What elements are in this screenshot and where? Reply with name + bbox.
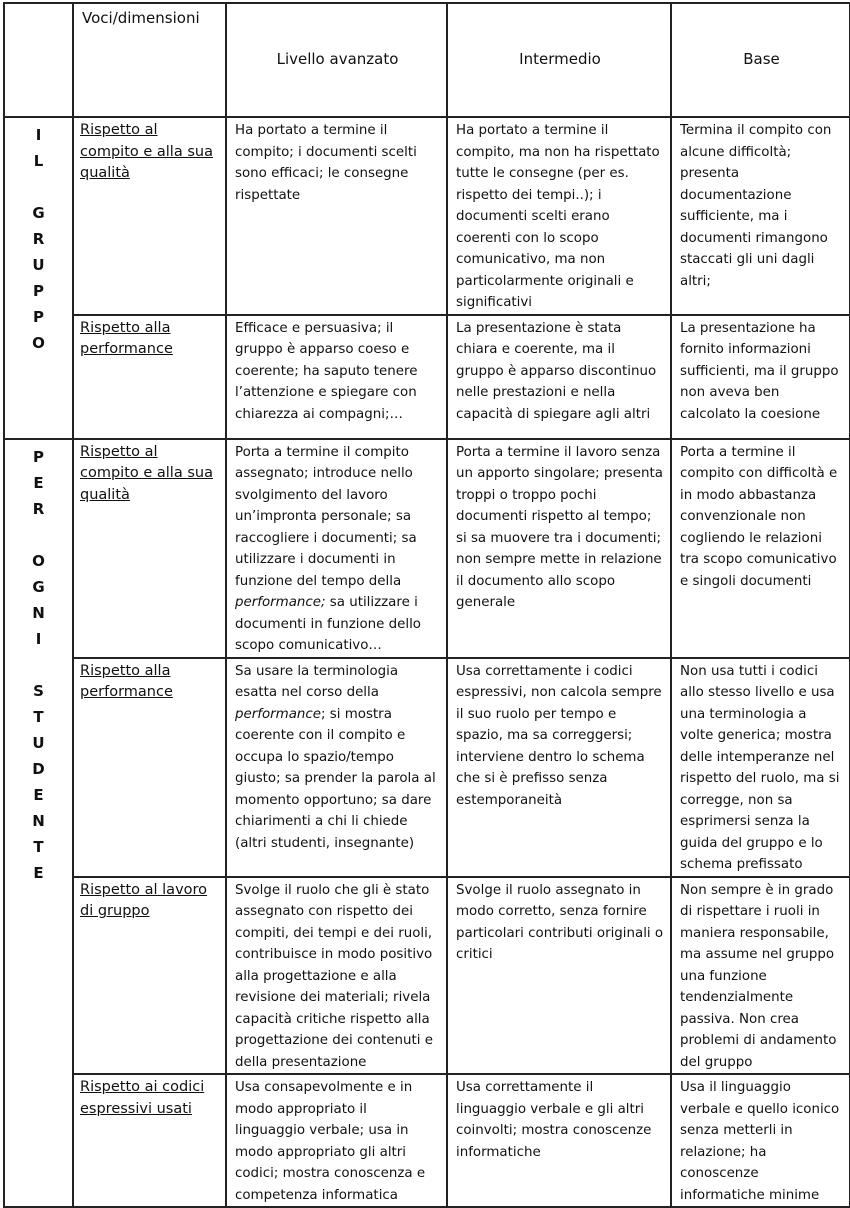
text: sa utilizzare i documenti in funzione de…	[235, 595, 421, 653]
text: Sa usare la terminologia esatta nel cors…	[235, 663, 399, 701]
cell-avanzato: Ha portato a termine il compito; i docum…	[225, 116, 448, 316]
cell-avanzato: Sa usare la terminologia esatta nel cors…	[225, 656, 448, 878]
group-label-gruppo: I L G R U P P O	[3, 116, 74, 440]
table-row: Rispetto alla performance Efficace e per…	[4, 313, 850, 440]
table-row: I L G R U P P O Rispetto al compito e al…	[3, 116, 850, 440]
cell-intermedio: Ha portato a termine il compito, ma non …	[446, 116, 672, 316]
header-voci: Voci/dimensioni	[72, 2, 227, 118]
table-row: Rispetto alla performance Sa usare la te…	[4, 656, 850, 878]
dimension-label: Rispetto al compito e alla sua qualità	[72, 116, 227, 316]
cell-base: Termina il compito con alcune difficoltà…	[670, 116, 850, 316]
cell-avanzato: Efficace e persuasiva; il gruppo è appar…	[225, 313, 448, 440]
dimension-label: Rispetto alla performance	[72, 313, 227, 440]
header-intermedio: Intermedio	[446, 2, 672, 118]
cell-intermedio: La presentazione è stata chiara e coeren…	[446, 313, 672, 440]
table-row: Rispetto al lavoro di gruppo Svolge il r…	[4, 875, 850, 1075]
italic-text: performance;	[235, 595, 326, 610]
cell-intermedio: Usa correttamente il linguaggio verbale …	[446, 1073, 672, 1208]
header-row: Voci/dimensioni Livello avanzato Interme…	[3, 2, 850, 118]
table-row: Rispetto ai codici espressivi usati Usa …	[4, 1073, 850, 1208]
cell-base: Non sempre è in grado di rispettare i ru…	[670, 875, 850, 1075]
cell-avanzato: Svolge il ruolo che gli è stato assegnat…	[225, 875, 448, 1075]
corner-cell	[3, 2, 74, 118]
cell-base: Non usa tutti i codici allo stesso livel…	[670, 656, 850, 878]
text: Porta a termine il compito assegnato; in…	[235, 444, 417, 589]
text: ; si mostra coerente con il compito e oc…	[235, 706, 436, 851]
cell-base: La presentazione ha fornito informazioni…	[670, 313, 850, 440]
rubric-table: Voci/dimensioni Livello avanzato Interme…	[3, 2, 850, 1208]
cell-avanzato: Usa consapevolmente e in modo appropriat…	[225, 1073, 448, 1208]
cell-base: Usa il linguaggio verbale e quello iconi…	[670, 1073, 850, 1208]
cell-base: Porta a termine il compito con difficolt…	[670, 437, 850, 659]
italic-text: performance	[235, 706, 321, 722]
dimension-label: Rispetto al lavoro di gruppo	[72, 875, 227, 1075]
header-base: Base	[670, 2, 850, 118]
dimension-label: Rispetto alla performance	[72, 656, 227, 878]
table-row: P E R O G N I S T U D E N T E Rispetto a…	[3, 437, 850, 1208]
dimension-label: Rispetto al compito e alla sua qualità	[72, 437, 227, 659]
cell-intermedio: Usa correttamente i codici espressivi, n…	[446, 656, 672, 878]
header-avanzato: Livello avanzato	[225, 2, 448, 118]
cell-intermedio: Svolge il ruolo assegnato in modo corret…	[446, 875, 672, 1075]
dimension-label: Rispetto ai codici espressivi usati	[72, 1073, 227, 1208]
cell-intermedio: Porta a termine il lavoro senza un appor…	[446, 437, 672, 659]
cell-avanzato: Porta a termine il compito assegnato; in…	[225, 437, 448, 659]
group-label-studente: P E R O G N I S T U D E N T E	[3, 437, 74, 1208]
